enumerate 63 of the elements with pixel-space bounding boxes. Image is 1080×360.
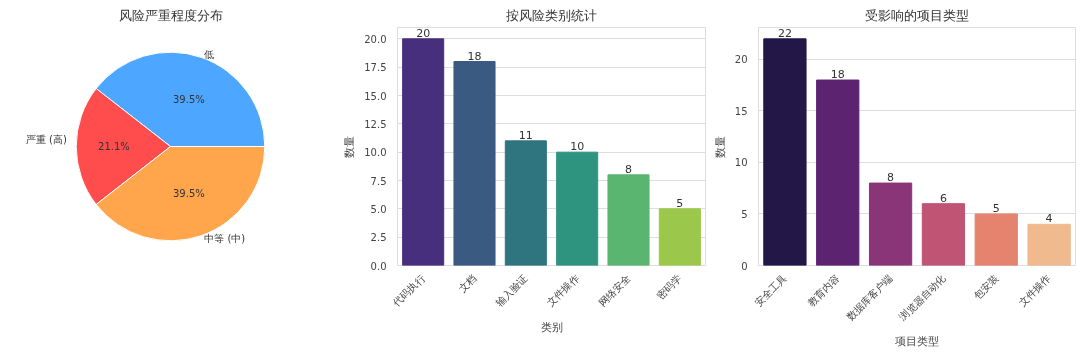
data-label: 5 [992, 201, 1000, 215]
data-label: 39.5% [173, 187, 205, 199]
x-tick-label: 输入验证 [493, 272, 530, 309]
y-tick-label: 12.5 [364, 118, 387, 130]
y-axis-title: 数量 [343, 135, 357, 158]
data-label: 18 [467, 49, 482, 63]
y-tick-label: 0 [741, 260, 748, 272]
x-tick-label: 代码执行 [390, 272, 428, 310]
bar [974, 213, 1018, 266]
slice-label: 中等 (中) [204, 232, 246, 244]
chart-title: 风险严重程度分布 [118, 7, 223, 23]
data-label: 22 [777, 26, 792, 40]
slice-label: 低 [204, 49, 215, 61]
y-tick-label: 7.5 [370, 175, 387, 187]
chart-title: 按风险类别统计 [506, 7, 597, 23]
x-tick-label: 浏览器自动化 [897, 272, 948, 323]
y-tick-label: 5 [741, 208, 748, 220]
x-tick-label: 文件操作 [544, 272, 582, 309]
y-tick-label: 10 [734, 157, 748, 169]
data-label: 11 [518, 128, 533, 142]
x-tick-label: 网络安全 [596, 272, 633, 309]
y-tick-label: 10.0 [364, 147, 387, 159]
x-tick-label: 教育内容 [805, 272, 842, 309]
data-label: 8 [887, 171, 895, 185]
bar [763, 38, 807, 266]
bar [921, 203, 966, 266]
chart-title: 受影响的项目类型 [865, 7, 969, 23]
bar [453, 61, 496, 266]
x-tick-label: 文件操作 [1016, 272, 1053, 309]
x-axis-title: 类别 [540, 320, 563, 334]
bar [402, 38, 445, 266]
bar [1027, 223, 1071, 266]
data-label: 8 [625, 162, 632, 176]
x-tick-label: 安全工具 [752, 272, 789, 309]
y-tick-label: 0.0 [370, 260, 387, 272]
bar [868, 182, 913, 266]
bar [816, 79, 860, 266]
bar [556, 151, 599, 266]
x-axis-title: 项目类型 [895, 334, 939, 348]
x-tick-label: 数据库客户端 [844, 272, 895, 323]
x-tick-label: 文档 [456, 272, 479, 295]
y-tick-label: 15 [734, 105, 748, 117]
y-tick-label: 20.0 [364, 33, 387, 45]
bar [658, 208, 701, 266]
data-label: 5 [676, 196, 684, 210]
data-label: 6 [939, 191, 947, 205]
data-label: 18 [830, 68, 845, 82]
data-label: 4 [1045, 212, 1053, 226]
y-tick-label: 17.5 [364, 62, 387, 74]
y-tick-label: 15.0 [364, 90, 387, 102]
data-label: 39.5% [173, 94, 205, 106]
y-tick-label: 5.0 [370, 203, 387, 215]
slice-label: 严重 (高) [25, 134, 67, 146]
data-label: 20 [416, 26, 431, 40]
x-tick-label: 包安装 [971, 272, 1001, 302]
y-tick-label: 2.5 [370, 232, 387, 244]
y-tick-label: 20 [734, 54, 748, 66]
data-label: 21.1% [98, 141, 130, 152]
bar [504, 140, 547, 266]
data-label: 10 [570, 140, 585, 154]
bar [607, 174, 650, 266]
y-axis-title: 数量 [713, 135, 727, 158]
x-tick-label: 密码学 [654, 272, 684, 302]
